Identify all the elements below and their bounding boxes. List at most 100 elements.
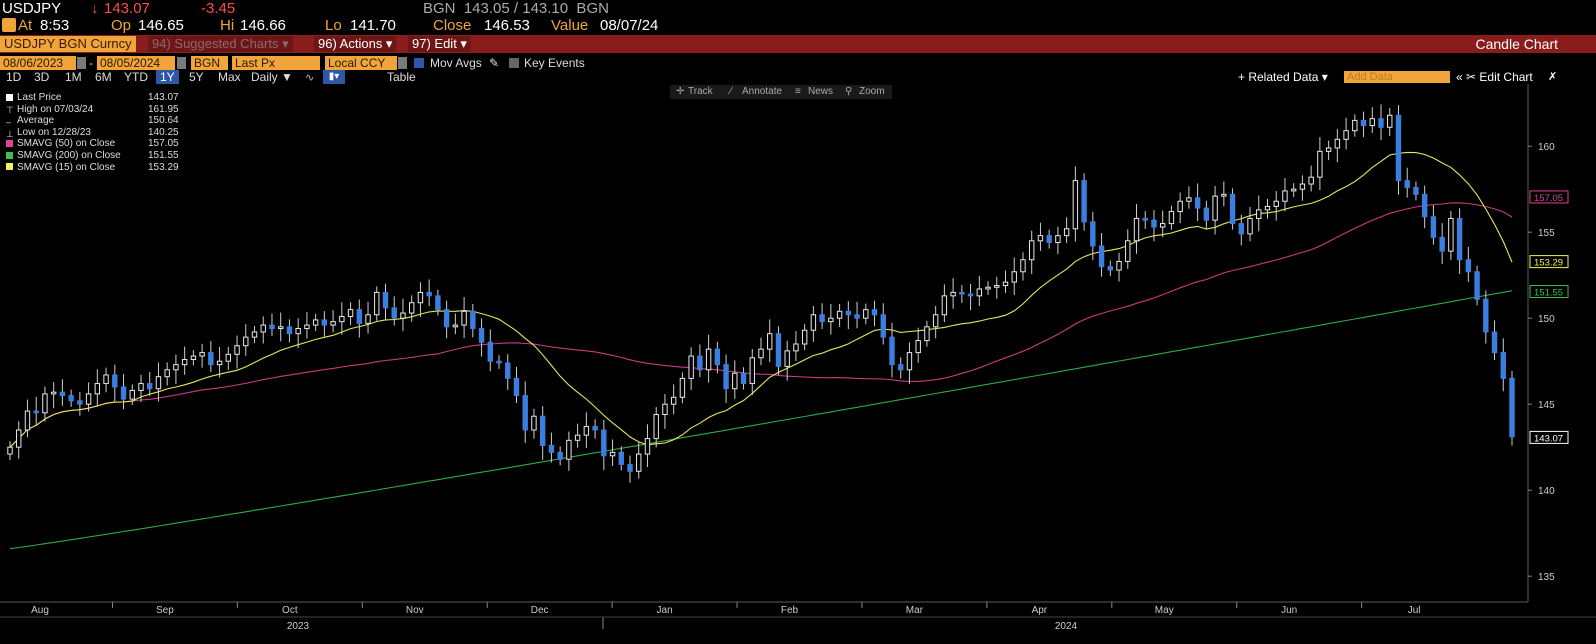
- candle-down: [435, 295, 441, 311]
- period-3d[interactable]: 3D: [34, 70, 50, 84]
- legend-row-sma200[interactable]: SMAVG (200) on Close 151.55: [6, 150, 179, 162]
- legend-row-sma15[interactable]: SMAVG (15) on Close 153.29: [6, 162, 179, 174]
- candle-up: [1448, 217, 1454, 252]
- legend-value: 140.25: [148, 126, 179, 138]
- candle-down: [1413, 186, 1419, 195]
- value-date: 08/07/24: [600, 17, 659, 34]
- candle-up: [251, 331, 258, 338]
- candle-up: [225, 353, 232, 362]
- table-button[interactable]: Table: [387, 70, 416, 84]
- candle-down: [470, 310, 476, 330]
- track-icon[interactable]: ✛: [676, 86, 685, 97]
- price-tag-box: [1529, 190, 1569, 204]
- ticker-symbol[interactable]: USDJPY: [2, 0, 62, 17]
- period-1y[interactable]: 1Y: [156, 70, 179, 84]
- candle-up: [16, 429, 22, 448]
- period-row: 1D 3D 1M 6M YTD 1Y 5Y Max Daily ▼ ∿ ▮▾ T…: [0, 70, 1596, 84]
- legend-label: High on 07/03/24: [17, 103, 94, 115]
- add-data-input[interactable]: Add Data: [1344, 71, 1450, 83]
- period-6m[interactable]: 6M: [95, 70, 112, 84]
- track-tool[interactable]: Track: [688, 86, 713, 97]
- mov-avgs-checkbox[interactable]: [414, 58, 424, 68]
- candle-down: [1142, 217, 1148, 221]
- candle-down: [557, 451, 563, 460]
- candle-chart-icon[interactable]: ▮▾: [323, 70, 345, 84]
- price-tag-box: [1529, 285, 1569, 299]
- legend-row-average[interactable]: – Average 150.64: [6, 115, 179, 128]
- news-tool[interactable]: News: [808, 86, 834, 97]
- candle-up: [417, 291, 424, 304]
- legend-value: 153.29: [148, 161, 179, 173]
- legend-row-sma50[interactable]: SMAVG (50) on Close 157.05: [6, 138, 179, 150]
- candle-up: [190, 355, 197, 360]
- legend-value: 161.95: [148, 103, 179, 115]
- annotate-tool[interactable]: Annotate: [742, 86, 783, 97]
- calendar-icon[interactable]: [77, 57, 86, 69]
- candle-down: [321, 319, 328, 326]
- candle-up: [732, 372, 738, 390]
- calendar-icon[interactable]: [177, 57, 186, 69]
- candle-up: [1256, 209, 1262, 219]
- frequency-dropdown[interactable]: Daily ▼: [251, 70, 293, 84]
- actions-menu[interactable]: 96) Actions ▾: [314, 36, 397, 52]
- legend-row-high[interactable]: ⊤ High on 07/03/24 161.95: [6, 103, 179, 116]
- period-max[interactable]: Max: [218, 70, 241, 84]
- start-date-field[interactable]: 08/06/2023: [0, 56, 76, 70]
- end-date-field[interactable]: 08/05/2024: [97, 56, 175, 70]
- candle-up: [758, 348, 764, 359]
- candle-down: [819, 314, 825, 323]
- high-value: 146.66: [240, 17, 286, 34]
- average-marker-icon: –: [6, 117, 12, 128]
- candle-down: [1090, 221, 1096, 247]
- currency-field[interactable]: Local CCY: [325, 56, 397, 70]
- collapse-icon[interactable]: ✗: [1548, 71, 1558, 83]
- price-field[interactable]: Last Px: [232, 56, 320, 70]
- edit-chart-button[interactable]: « ✂ Edit Chart: [1456, 70, 1533, 84]
- period-ytd[interactable]: YTD: [124, 70, 148, 84]
- news-icon[interactable]: ≡: [795, 86, 801, 97]
- candle-down: [1483, 298, 1489, 333]
- candle-down: [1151, 219, 1157, 228]
- period-1d[interactable]: 1D: [6, 70, 22, 84]
- price-chart[interactable]: 135 140 145 150 155 160 Aug Sep Oct Nov Dec Jan Feb…: [0, 84, 1596, 629]
- phone-icon[interactable]: [2, 18, 16, 32]
- line-chart-icon[interactable]: ∿: [305, 72, 315, 84]
- related-data-menu[interactable]: + Related Data ▾: [1238, 70, 1328, 84]
- key-events-checkbox[interactable]: [509, 58, 519, 68]
- edit-menu[interactable]: 97) Edit ▾: [408, 36, 471, 52]
- candle-up: [1125, 240, 1131, 262]
- annotate-icon[interactable]: ∕: [730, 86, 732, 97]
- net-change: -3.45: [201, 0, 236, 17]
- currency-dropdown-icon[interactable]: [398, 57, 407, 69]
- security-field[interactable]: USDJPY BGN Curncy: [0, 36, 136, 52]
- mov-avgs-label[interactable]: Mov Avgs: [430, 56, 482, 70]
- low-label: Lo: [325, 17, 342, 34]
- legend-label: Average: [17, 115, 55, 127]
- candle-up: [950, 291, 956, 297]
- candle-up: [1168, 211, 1175, 225]
- low-value: 141.70: [350, 17, 396, 34]
- source-field[interactable]: BGN: [191, 56, 228, 70]
- candle-down: [1491, 331, 1498, 354]
- pencil-icon[interactable]: ✎: [489, 56, 500, 70]
- key-events-label[interactable]: Key Events: [524, 56, 585, 70]
- candle-down: [548, 444, 555, 453]
- candle-up: [863, 309, 869, 319]
- candle-down: [286, 326, 293, 335]
- zoom-icon[interactable]: ⚲: [845, 86, 853, 97]
- legend-row-last-price[interactable]: Last Price 143.07: [6, 92, 179, 104]
- candle-down: [487, 341, 493, 362]
- candle-up: [1317, 150, 1323, 178]
- y-tick-label: 150: [1538, 314, 1555, 325]
- candle-up: [164, 369, 170, 378]
- suggested-charts-menu[interactable]: 94) Suggested Charts ▾: [148, 36, 293, 52]
- zoom-tool[interactable]: Zoom: [859, 86, 885, 97]
- candle-up: [662, 403, 668, 416]
- last-price: 143.07: [104, 0, 150, 17]
- period-5y[interactable]: 5Y: [189, 70, 204, 84]
- candle-down: [391, 307, 397, 319]
- legend-row-low[interactable]: ⊥ Low on 12/28/23 140.25: [6, 127, 179, 139]
- y-tick-label: 145: [1538, 400, 1555, 411]
- candle-up: [365, 314, 371, 324]
- period-1m[interactable]: 1M: [65, 70, 82, 84]
